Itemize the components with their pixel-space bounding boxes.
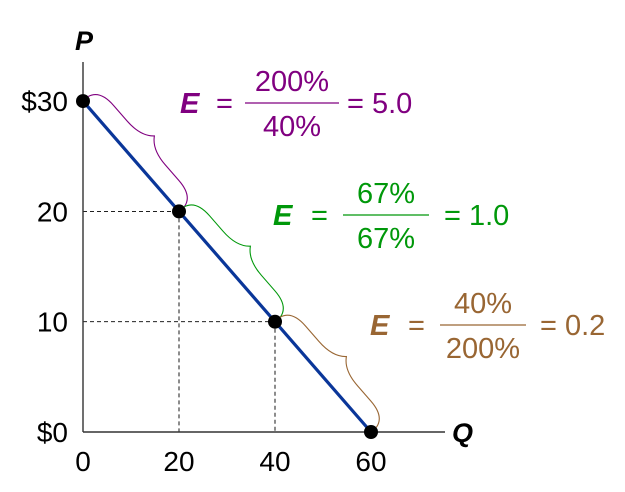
demand-point-1 xyxy=(172,204,186,219)
x-tick-label-2: 40 xyxy=(259,446,290,477)
equals-sign-1: = xyxy=(311,200,328,232)
brace-2 xyxy=(280,314,380,428)
y-tick-label-2: 20 xyxy=(37,196,68,227)
axes xyxy=(82,62,445,433)
elasticity-annotation-0: E = 200% 40% = 5.0 xyxy=(88,66,412,208)
demand-point-2 xyxy=(268,314,282,329)
result-2: = 0.2 xyxy=(540,310,605,342)
y-tick-label-3: $30 xyxy=(21,86,68,117)
y-axis-label: P xyxy=(75,26,94,56)
elasticity-symbol-0: E xyxy=(180,88,201,120)
y-tick-label-1: 10 xyxy=(37,307,68,338)
result-1: = 1.0 xyxy=(444,200,509,232)
x-tick-label-0: 0 xyxy=(75,446,91,477)
x-tick-label-1: 20 xyxy=(163,446,194,477)
denominator-0: 40% xyxy=(263,111,321,143)
equals-sign-0: = xyxy=(216,88,233,120)
numerator-0: 200% xyxy=(255,66,329,98)
elasticity-annotations: E = 200% 40% = 5.0 E = 67% 67% = 1.0 E = 40% 200% = 0.… xyxy=(88,66,605,428)
demand-curve xyxy=(81,100,373,434)
elasticity-symbol-2: E xyxy=(370,310,391,342)
tick-labels: 0 20 40 60 $0 10 20 $30 xyxy=(21,86,386,477)
y-tick-label-0: $0 xyxy=(37,417,68,448)
elasticity-annotation-1: E = 67% 67% = 1.0 xyxy=(184,178,509,318)
demand-point-0 xyxy=(76,94,90,109)
guide-lines xyxy=(83,210,276,432)
elasticity-annotation-2: E = 40% 200% = 0.2 xyxy=(280,288,605,428)
denominator-2: 200% xyxy=(446,333,520,365)
equals-sign-2: = xyxy=(408,310,425,342)
brace-1 xyxy=(184,204,284,318)
denominator-1: 67% xyxy=(357,223,415,255)
elasticity-symbol-1: E xyxy=(273,200,294,232)
demand-point-3 xyxy=(364,425,378,439)
numerator-1: 67% xyxy=(357,178,415,210)
demand-line xyxy=(81,100,373,434)
x-axis-label: Q xyxy=(452,418,473,448)
brace-0 xyxy=(88,94,188,208)
numerator-2: 40% xyxy=(454,288,512,320)
result-0: = 5.0 xyxy=(347,88,412,120)
demand-points xyxy=(76,94,378,439)
x-tick-label-3: 60 xyxy=(355,446,386,477)
